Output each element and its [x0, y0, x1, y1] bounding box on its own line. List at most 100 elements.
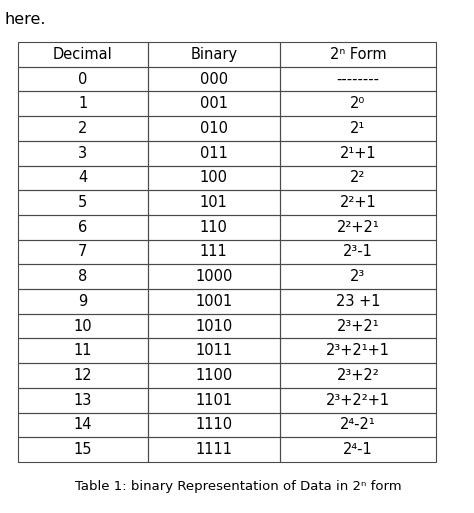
Bar — [280, 116, 436, 141]
Bar — [18, 141, 148, 166]
Bar — [148, 437, 280, 462]
Text: 3: 3 — [78, 146, 88, 161]
Text: 23 +1: 23 +1 — [336, 294, 380, 309]
Text: 101: 101 — [200, 195, 228, 210]
Bar — [280, 190, 436, 215]
Text: 15: 15 — [73, 442, 92, 457]
Text: 1110: 1110 — [195, 418, 232, 432]
Bar — [18, 67, 148, 91]
Bar — [148, 388, 280, 412]
Bar — [18, 91, 148, 116]
Bar — [18, 388, 148, 412]
Bar — [280, 388, 436, 412]
Text: 8: 8 — [78, 269, 88, 284]
Text: 1100: 1100 — [195, 368, 232, 383]
Bar — [280, 437, 436, 462]
Bar — [280, 42, 436, 67]
Text: 2⁴-1: 2⁴-1 — [343, 442, 373, 457]
Text: 9: 9 — [78, 294, 88, 309]
Bar — [18, 412, 148, 437]
Bar — [18, 363, 148, 388]
Text: 2²: 2² — [350, 170, 365, 185]
Text: 14: 14 — [73, 418, 92, 432]
Bar — [18, 437, 148, 462]
Text: 2³+2²: 2³+2² — [337, 368, 379, 383]
Text: here.: here. — [5, 12, 46, 27]
Bar — [148, 339, 280, 363]
Bar — [18, 264, 148, 289]
Text: 1: 1 — [78, 96, 88, 111]
Text: 6: 6 — [78, 220, 88, 235]
Text: 2ⁿ Form: 2ⁿ Form — [329, 47, 386, 62]
Text: 4: 4 — [78, 170, 88, 185]
Text: 1000: 1000 — [195, 269, 232, 284]
Bar — [280, 166, 436, 190]
Text: 13: 13 — [74, 393, 92, 408]
Bar — [280, 91, 436, 116]
Text: 5: 5 — [78, 195, 88, 210]
Bar — [280, 339, 436, 363]
Text: 2⁴-2¹: 2⁴-2¹ — [340, 418, 376, 432]
Text: 2³+2¹+1: 2³+2¹+1 — [326, 343, 390, 358]
Text: 12: 12 — [73, 368, 92, 383]
Text: 2²+1: 2²+1 — [339, 195, 376, 210]
Text: 001: 001 — [200, 96, 228, 111]
Text: 10: 10 — [73, 319, 92, 333]
Bar — [18, 240, 148, 264]
Bar — [280, 264, 436, 289]
Bar — [18, 42, 148, 67]
Bar — [148, 190, 280, 215]
Text: 7: 7 — [78, 245, 88, 260]
Bar — [148, 264, 280, 289]
Text: 11: 11 — [73, 343, 92, 358]
Bar — [148, 215, 280, 240]
Bar — [280, 67, 436, 91]
Text: 100: 100 — [200, 170, 228, 185]
Text: 000: 000 — [200, 71, 228, 87]
Text: 111: 111 — [200, 245, 228, 260]
Text: 2⁰: 2⁰ — [350, 96, 365, 111]
Bar — [280, 412, 436, 437]
Bar — [148, 240, 280, 264]
Text: 2¹: 2¹ — [350, 121, 365, 136]
Bar — [280, 141, 436, 166]
Text: 2: 2 — [78, 121, 88, 136]
Text: 1010: 1010 — [195, 319, 232, 333]
Text: 010: 010 — [200, 121, 228, 136]
Bar — [18, 339, 148, 363]
Text: 2³+2²+1: 2³+2²+1 — [326, 393, 390, 408]
Text: 2³: 2³ — [350, 269, 365, 284]
Text: 1111: 1111 — [195, 442, 232, 457]
Bar — [18, 116, 148, 141]
Bar — [148, 91, 280, 116]
Text: Binary: Binary — [190, 47, 237, 62]
Text: 2³+2¹: 2³+2¹ — [337, 319, 379, 333]
Text: 2²+2¹: 2²+2¹ — [337, 220, 379, 235]
Bar — [148, 141, 280, 166]
Bar — [18, 166, 148, 190]
Text: Decimal: Decimal — [53, 47, 113, 62]
Bar — [148, 289, 280, 314]
Bar — [280, 289, 436, 314]
Bar — [280, 215, 436, 240]
Bar — [148, 42, 280, 67]
Bar — [148, 363, 280, 388]
Bar — [280, 240, 436, 264]
Bar — [148, 67, 280, 91]
Bar — [280, 314, 436, 339]
Bar — [280, 363, 436, 388]
Text: 2³-1: 2³-1 — [343, 245, 373, 260]
Text: 0: 0 — [78, 71, 88, 87]
Text: 1011: 1011 — [195, 343, 232, 358]
Bar — [148, 314, 280, 339]
Text: 110: 110 — [200, 220, 228, 235]
Text: 011: 011 — [200, 146, 228, 161]
Bar — [148, 166, 280, 190]
Bar — [148, 412, 280, 437]
Text: 1101: 1101 — [195, 393, 232, 408]
Bar — [18, 190, 148, 215]
Text: 1001: 1001 — [195, 294, 232, 309]
Bar — [18, 314, 148, 339]
Text: 2¹+1: 2¹+1 — [339, 146, 376, 161]
Text: --------: -------- — [337, 71, 379, 87]
